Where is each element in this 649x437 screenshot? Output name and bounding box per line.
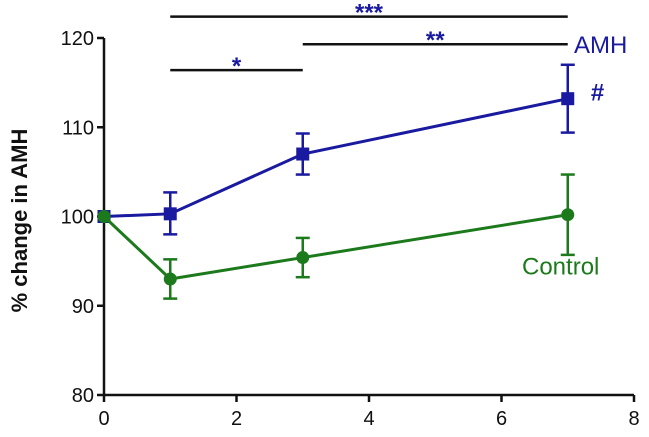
y-tick-label: 100 [61,207,94,229]
x-tick-label: 6 [496,408,507,430]
data-point [163,207,177,221]
x-tick-label: 8 [628,408,639,430]
series-control [97,173,575,300]
y-axis-title: % change in AMH [7,129,32,313]
significance-label: ** [426,27,445,54]
significance-label: * [232,53,242,80]
y-tick-label: 90 [72,296,94,318]
significance-annotations: ****** [170,0,568,80]
data-point [561,92,575,106]
y-ticks: 80 90 100 110 120 [61,28,104,407]
data-point [163,272,177,286]
series-label-amh: AMH [574,32,627,59]
data-point [97,210,111,223]
data-point [296,251,310,265]
y-tick-label: 80 [72,385,94,407]
series-line [102,213,568,281]
x-tick-label: 4 [363,408,374,430]
series-labels: AMH Control [522,32,627,280]
y-tick-label: 110 [62,117,94,139]
x-ticks: 0 2 4 6 8 [98,395,640,430]
x-tick-label: 2 [231,408,242,430]
series-line [103,97,569,218]
hash-mark: # [591,80,604,107]
x-tick-label: 0 [98,408,109,430]
data-point [561,208,575,222]
series-amh [97,63,575,236]
data-point [296,147,310,161]
series-label-control: Control [522,254,599,281]
significance-label: *** [355,0,384,27]
y-tick-label: 120 [61,28,94,50]
